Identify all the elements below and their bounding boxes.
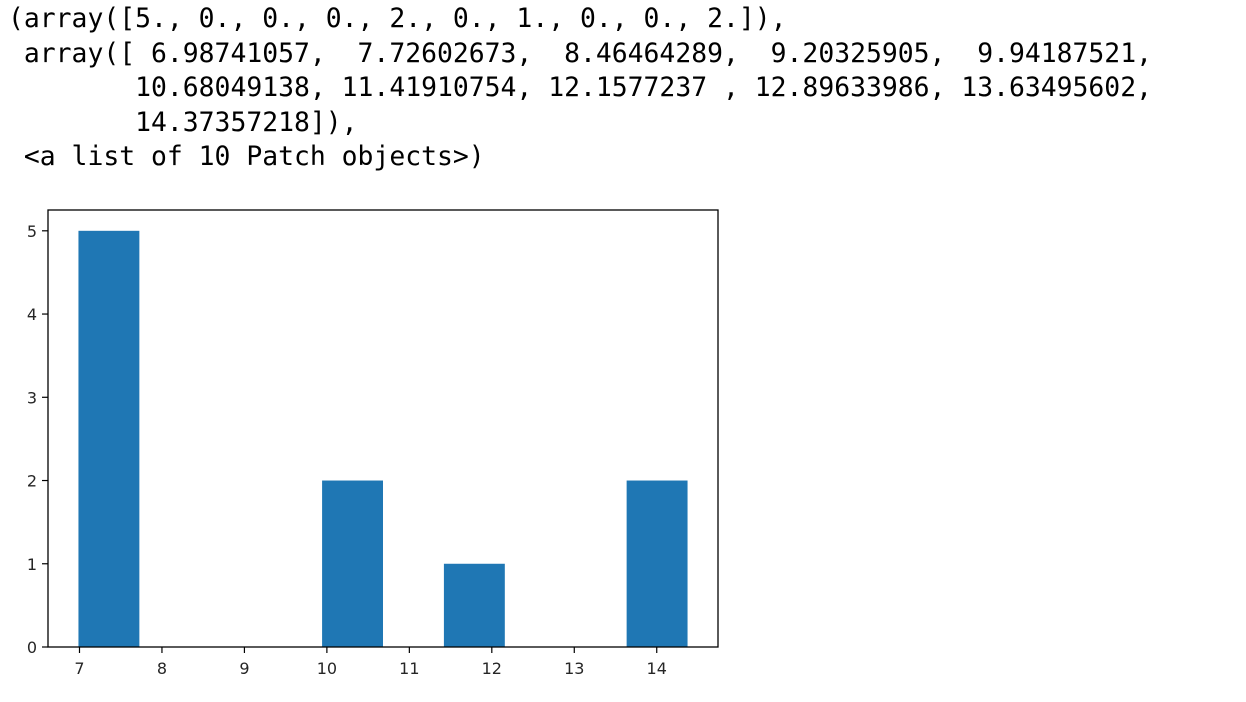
bars-layer [78, 230, 688, 648]
x-tick-label: 10 [317, 659, 337, 678]
y-tick-label: 4 [27, 305, 37, 324]
y-tick-label: 0 [27, 638, 37, 657]
x-tick-label: 12 [482, 659, 502, 678]
y-tick-label: 5 [27, 222, 37, 241]
x-tick-label: 9 [239, 659, 249, 678]
y-tick-label: 2 [27, 472, 37, 491]
x-tick-label: 8 [157, 659, 167, 678]
x-tick-label: 13 [564, 659, 584, 678]
histogram-bar [78, 230, 140, 648]
output-line: 10.68049138, 11.41910754, 12.1577237 , 1… [8, 72, 1152, 103]
cell-output-text: (array([5., 0., 0., 0., 2., 0., 1., 0., … [8, 2, 1152, 175]
x-tick-label: 14 [647, 659, 667, 678]
axes-frame [47, 209, 719, 648]
x-tick-label: 11 [399, 659, 419, 678]
y-tick-label: 1 [27, 555, 37, 574]
histogram-bar [322, 480, 383, 647]
histogram-bar [626, 480, 688, 647]
output-line: (array([5., 0., 0., 0., 2., 0., 1., 0., … [8, 3, 787, 34]
output-line: 14.37357218]), [8, 106, 358, 138]
histogram-bar [443, 563, 505, 647]
x-tick-label: 7 [74, 659, 84, 678]
y-tick-label: 3 [27, 388, 37, 407]
output-line: array([ 6.98741057, 7.72602673, 8.464642… [8, 37, 1152, 69]
output-line: <a list of 10 Patch objects>) [8, 141, 485, 172]
